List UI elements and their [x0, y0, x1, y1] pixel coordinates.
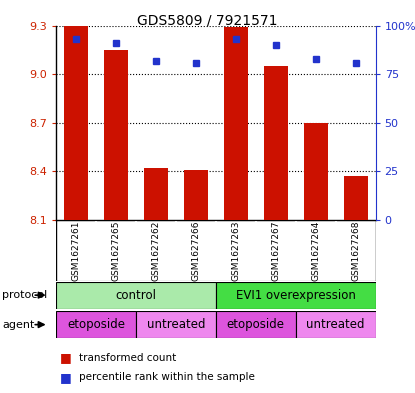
Text: GSM1627267: GSM1627267	[271, 220, 280, 281]
Bar	[264, 66, 288, 220]
Bar	[56, 311, 136, 338]
Text: agent: agent	[2, 320, 34, 330]
Bar	[64, 26, 88, 220]
Text: control: control	[115, 288, 156, 302]
Text: percentile rank within the sample: percentile rank within the sample	[79, 372, 255, 382]
Text: untreated: untreated	[146, 318, 205, 331]
Text: GSM1627265: GSM1627265	[112, 220, 120, 281]
Bar	[56, 282, 216, 309]
Text: GSM1627262: GSM1627262	[151, 220, 160, 281]
Text: GSM1627261: GSM1627261	[71, 220, 81, 281]
Text: transformed count: transformed count	[79, 353, 176, 363]
Text: etoposide: etoposide	[227, 318, 285, 331]
Text: ■: ■	[60, 371, 72, 384]
Text: etoposide: etoposide	[67, 318, 125, 331]
Text: GDS5809 / 7921571: GDS5809 / 7921571	[137, 14, 278, 28]
Text: protocol: protocol	[2, 290, 47, 300]
Bar	[216, 282, 376, 309]
Bar	[224, 27, 248, 220]
Text: ■: ■	[60, 351, 72, 364]
Bar	[136, 311, 216, 338]
Bar	[104, 50, 128, 220]
Text: GSM1627263: GSM1627263	[231, 220, 240, 281]
Bar	[304, 123, 327, 220]
Text: untreated: untreated	[306, 318, 365, 331]
Text: GSM1627268: GSM1627268	[351, 220, 360, 281]
Text: GSM1627266: GSM1627266	[191, 220, 200, 281]
Bar	[216, 311, 295, 338]
Bar	[344, 176, 368, 220]
Bar	[295, 311, 376, 338]
Text: GSM1627264: GSM1627264	[311, 220, 320, 281]
Bar	[144, 168, 168, 220]
Bar	[184, 170, 208, 220]
Text: EVI1 overexpression: EVI1 overexpression	[236, 288, 356, 302]
